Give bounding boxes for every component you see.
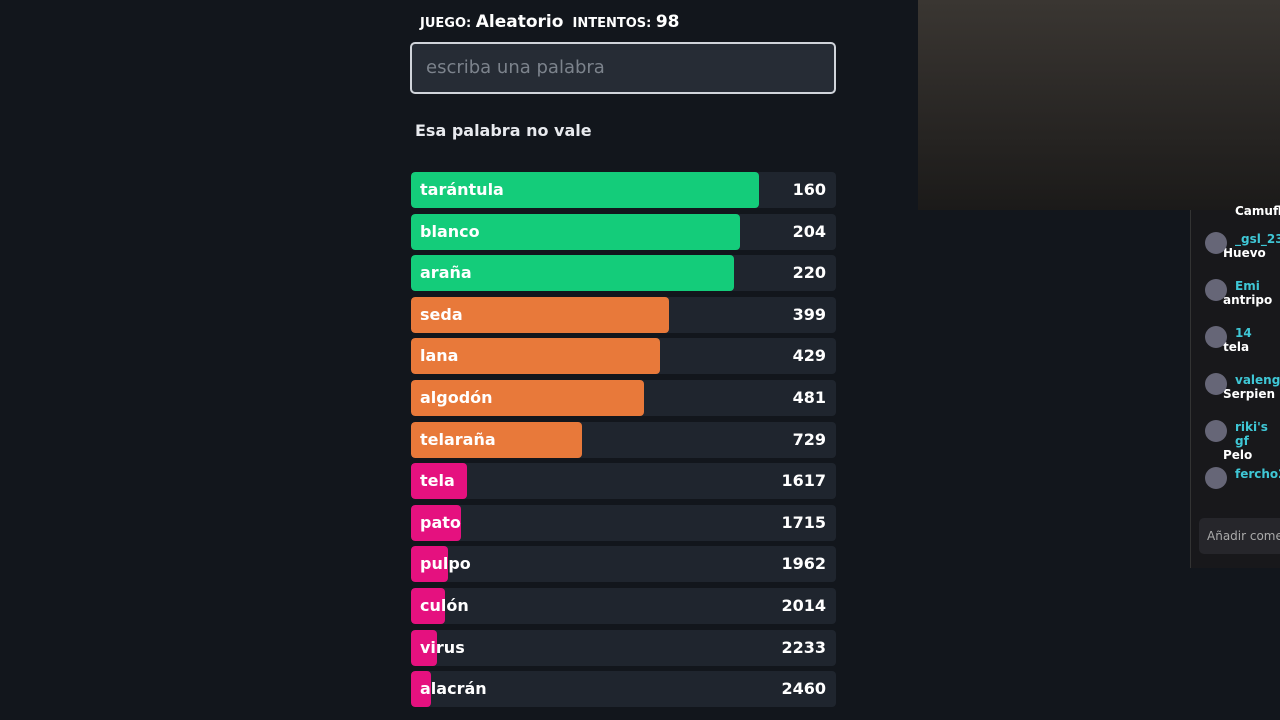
guess-row: algodón 481 [411, 380, 836, 416]
chat-user: riki's gf [1235, 420, 1268, 448]
guess-row: blanco 204 [411, 213, 836, 250]
chat-user: 14 [1235, 326, 1252, 340]
guess-word: culón [420, 596, 469, 615]
distance-bar [411, 671, 431, 708]
guess-rank: 1617 [781, 471, 826, 491]
chat-user: valengo [1235, 373, 1280, 387]
avatar [1205, 326, 1227, 348]
chat-user: Emi [1235, 279, 1260, 293]
guess-row: tarántula 160 [411, 172, 836, 208]
guess-rank: 204 [792, 221, 826, 241]
guess-rank: 429 [792, 346, 826, 366]
guess-row: virus 2233 [411, 629, 836, 666]
guess-row: pulpo 1962 [411, 546, 836, 583]
guess-rank: 220 [792, 263, 826, 283]
distance-bar [411, 255, 734, 292]
guess-row: alacrán 2460 [411, 671, 836, 708]
guess-row: lana 429 [411, 338, 836, 375]
attempts: 98 [655, 12, 680, 32]
chat-text: Pelo [1223, 448, 1253, 462]
guess-row: telaraña 729 [411, 421, 836, 458]
chat-input[interactable]: Añadir come [1199, 518, 1280, 554]
guess-rank: 2460 [781, 679, 826, 699]
message: Esa palabra no vale [415, 121, 592, 140]
chat-user: _gsl_23 [1235, 232, 1280, 246]
webcam [918, 0, 1280, 210]
avatar [1205, 420, 1227, 442]
distance-bar [411, 296, 670, 333]
distance-bar [411, 213, 741, 250]
guess-word: tarántula [420, 180, 504, 199]
guess-rank: 399 [792, 304, 826, 324]
guess-rank: 2233 [781, 637, 826, 657]
guess-word: algodón [420, 388, 493, 407]
guess-word: tela [420, 471, 455, 491]
word-input[interactable]: escriba una palabra [410, 42, 836, 94]
guess-rank: 481 [792, 388, 826, 407]
guess-rank: 1715 [781, 512, 826, 532]
guess-row: seda 399 [411, 296, 836, 333]
chat-message: _gsl_23 Huevo [1205, 232, 1280, 260]
chat-message: riki's gf Pelo [1205, 420, 1280, 462]
guess-rank: 1962 [781, 554, 826, 574]
avatar [1205, 373, 1227, 395]
game: Aleatorio [475, 12, 564, 32]
distance-bar [411, 504, 461, 541]
distance-bar [411, 421, 582, 458]
guess-row: pato 1715 [411, 504, 836, 541]
chat-text: Serpien [1223, 387, 1276, 401]
guess-rank: 729 [792, 429, 826, 449]
header: JUEGO: Aleatorio INTENTOS: 98 [420, 12, 680, 32]
distance-bar [411, 338, 660, 375]
chat-text: tela [1223, 340, 1250, 354]
attempts-label: INTENTOS: [572, 16, 652, 31]
distance-bar [411, 463, 468, 500]
guess-word: araña [420, 263, 472, 283]
distance-bar [411, 588, 446, 624]
guess-word: blanco [420, 221, 480, 241]
chat-message: Emi antripo [1205, 279, 1272, 307]
chat-message: Camufla [1235, 204, 1280, 218]
chat-text: antripo [1223, 293, 1273, 307]
chat-text: Camufla [1235, 204, 1280, 218]
avatar [1205, 232, 1227, 254]
guess-row: tela 1617 [411, 463, 836, 500]
distance-bar [411, 546, 448, 583]
guess-word: alacrán [420, 679, 487, 699]
distance-bar [411, 380, 644, 416]
chat-message: fercho2 [1205, 467, 1280, 489]
guess-word: pulpo [420, 554, 471, 574]
guess-row: araña 220 [411, 255, 836, 292]
distance-bar [411, 629, 438, 666]
avatar [1205, 279, 1227, 301]
guess-word: telaraña [420, 429, 496, 449]
chat-message: 14 tela [1205, 326, 1252, 354]
avatar [1205, 467, 1227, 489]
guess-word: lana [420, 346, 459, 366]
chat-message: valengoSerpien [1205, 373, 1280, 401]
chat-user: fercho2 [1235, 467, 1280, 481]
chat-text: Huevo [1223, 246, 1266, 260]
guess-word: pato [420, 512, 461, 532]
distance-bar [411, 172, 759, 208]
guess-rank: 2014 [781, 596, 826, 615]
guess-word: virus [420, 637, 465, 657]
game-label: JUEGO: [420, 16, 472, 31]
guess-rank: 160 [792, 180, 826, 199]
guess-row: culón 2014 [411, 588, 836, 624]
guess-word: seda [420, 304, 463, 324]
